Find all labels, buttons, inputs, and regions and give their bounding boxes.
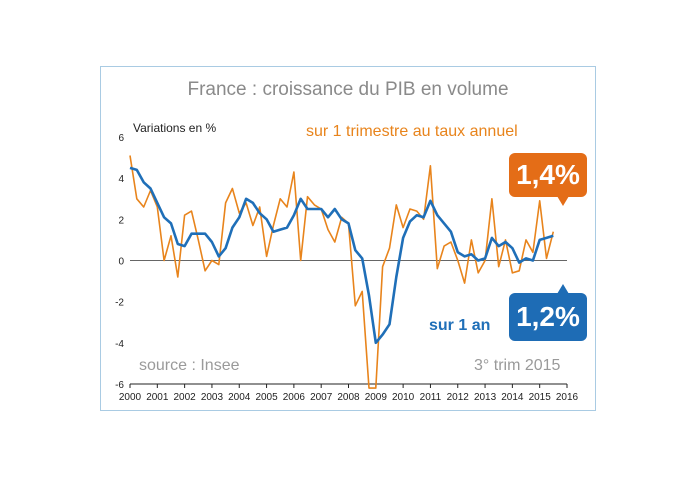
y-tick-label: 0 xyxy=(118,257,124,268)
x-tick-label: 2007 xyxy=(310,392,333,403)
legend-yearly-label: sur 1 an xyxy=(429,317,491,334)
y-axis-label: Variations en % xyxy=(133,121,217,135)
x-tick-label: 2010 xyxy=(392,392,415,403)
quarterly-callout: 1,4% xyxy=(509,153,587,197)
quarterly-growth-line xyxy=(129,155,555,389)
x-tick-label: 2005 xyxy=(255,392,278,403)
yearly-callout: 1,2% xyxy=(509,293,587,341)
x-tick-label: 2016 xyxy=(556,392,579,403)
y-tick-label: 4 xyxy=(118,174,124,185)
x-tick-label: 2015 xyxy=(529,392,552,403)
y-tick-label: 6 xyxy=(118,133,124,144)
source-label: source : Insee xyxy=(139,357,240,374)
x-tick-label: 2004 xyxy=(228,392,251,403)
chart-title: France : croissance du PIB en volume xyxy=(187,79,509,100)
x-tick-label: 2000 xyxy=(119,392,142,403)
x-tick-label: 2003 xyxy=(201,392,224,403)
yearly-growth-line xyxy=(129,166,554,345)
x-tick-label: 2014 xyxy=(501,392,524,403)
y-tick-label: 2 xyxy=(118,215,124,226)
x-tick-label: 2001 xyxy=(146,392,169,403)
period-label: 3° trim 2015 xyxy=(474,357,561,374)
x-tick-label: 2013 xyxy=(474,392,497,403)
chart-frame: France : croissance du PIB en volume Var… xyxy=(100,66,596,411)
x-tick-label: 2012 xyxy=(447,392,470,403)
x-tick-label: 2008 xyxy=(337,392,360,403)
x-tick-label: 2011 xyxy=(420,392,442,403)
y-tick-label: -4 xyxy=(115,339,124,350)
yearly-callout-tail xyxy=(557,284,569,294)
x-tick-label: 2006 xyxy=(283,392,306,403)
legend-quarterly-label: sur 1 trimestre au taux annuel xyxy=(306,123,518,140)
x-tick-label: 2009 xyxy=(365,392,388,403)
y-tick-label: -6 xyxy=(115,380,124,391)
y-tick-label: -2 xyxy=(115,298,124,309)
x-tick-label: 2002 xyxy=(174,392,197,403)
quarterly-callout-tail xyxy=(557,196,569,206)
